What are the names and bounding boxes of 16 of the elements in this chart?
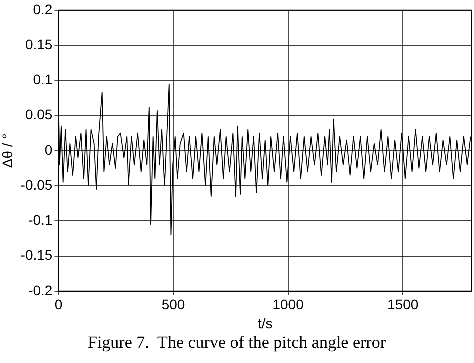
y-tick-label: -0.1 xyxy=(28,212,53,228)
y-tick-label: 0.15 xyxy=(25,36,53,52)
y-axis-title: Δθ / ° xyxy=(0,134,16,168)
y-tick-label: 0.2 xyxy=(33,1,53,18)
y-tick-label: -0.05 xyxy=(20,176,53,193)
x-tick-label: 1500 xyxy=(388,296,419,313)
x-tick-label: 500 xyxy=(162,296,186,313)
y-tick-label: 0.05 xyxy=(25,106,53,123)
y-tick-label: 0.1 xyxy=(33,72,53,88)
y-tick-label: -0.2 xyxy=(28,282,53,298)
y-tick-label: -0.15 xyxy=(20,247,53,264)
x-tick-label: 0 xyxy=(54,296,63,313)
y-tick-label: 0 xyxy=(44,142,53,158)
caption: Figure 7. The curve of the pitch angle error xyxy=(86,333,388,353)
x-tick-label: 1000 xyxy=(272,296,304,313)
x-axis-title: t/s xyxy=(258,315,273,332)
